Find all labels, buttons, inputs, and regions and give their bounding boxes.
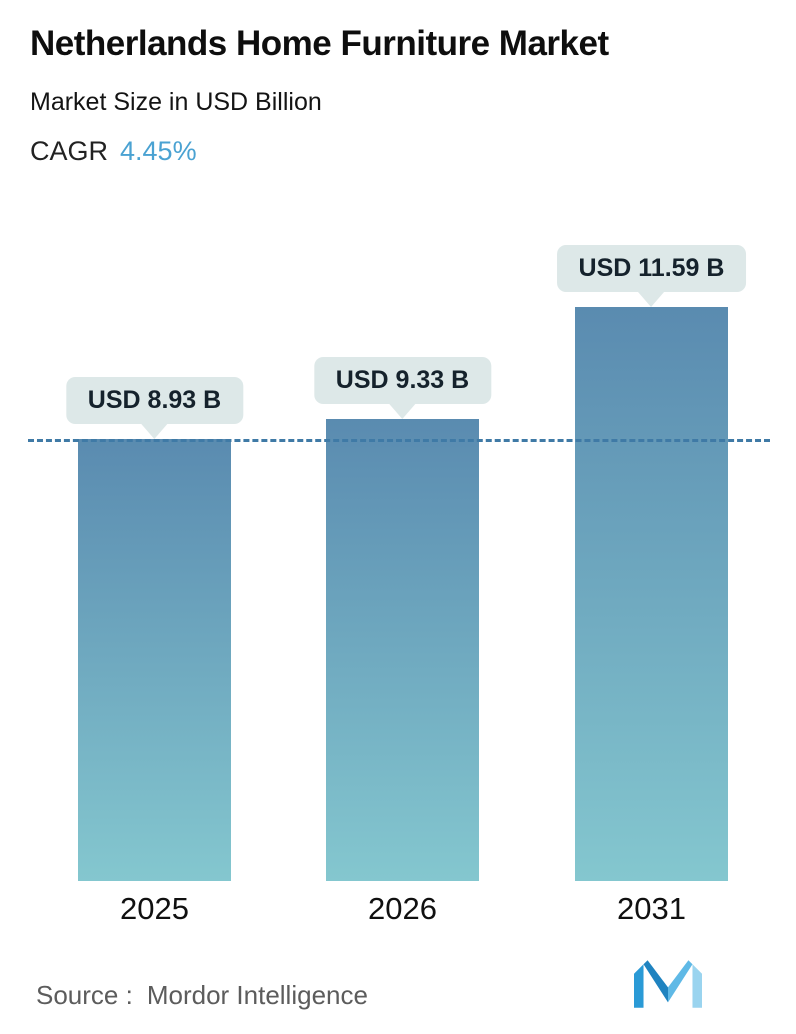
cagr-value: 4.45% — [120, 136, 197, 166]
pill-tail-icon — [638, 292, 665, 307]
source-attribution: Source : Mordor Intelligence — [36, 980, 368, 1011]
value-label-pill: USD 8.93 B — [65, 377, 244, 439]
value-label-pill: USD 11.59 B — [556, 245, 747, 307]
bar-group-2025: USD 8.93 B 2025 — [65, 0, 244, 1034]
source-label: Source : — [36, 980, 133, 1010]
x-axis-label: 2026 — [368, 891, 437, 926]
bar-2031 — [575, 307, 728, 881]
bar-group-2031: USD 11.59 B 2031 — [556, 0, 747, 1034]
cagr-label: CAGR — [30, 136, 109, 166]
pill-tail-icon — [141, 424, 168, 439]
x-axis-label: 2025 — [120, 891, 189, 926]
x-axis-label: 2031 — [617, 891, 686, 926]
value-label-pill: USD 9.33 B — [313, 357, 492, 419]
source-value: Mordor Intelligence — [146, 980, 368, 1010]
bar-group-2026: USD 9.33 B 2026 — [313, 0, 492, 1034]
cagr-row: CAGR 4.45% — [30, 136, 197, 167]
bar-2026 — [326, 419, 479, 881]
value-label: USD 11.59 B — [578, 254, 725, 282]
bar-2025 — [78, 439, 231, 881]
page-title: Netherlands Home Furniture Market — [30, 24, 609, 63]
pill-tail-icon — [389, 404, 416, 419]
reference-line — [28, 439, 770, 442]
mordor-intelligence-logo — [634, 960, 702, 1008]
value-label: USD 9.33 B — [335, 366, 470, 394]
value-label: USD 8.93 B — [87, 386, 222, 414]
chart-subtitle: Market Size in USD Billion — [30, 88, 322, 116]
